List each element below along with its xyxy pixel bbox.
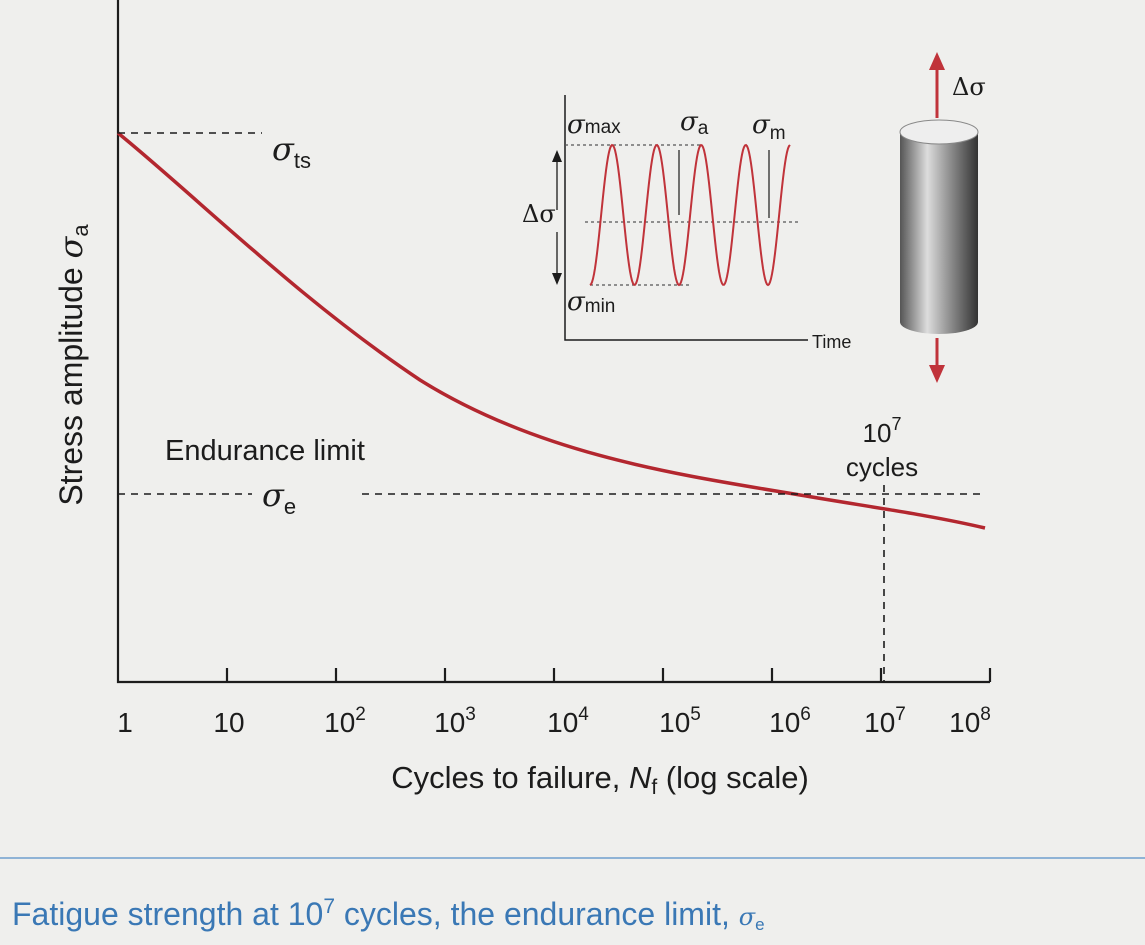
symbol: σ <box>752 110 771 140</box>
symbol: σ <box>262 476 285 514</box>
tick-exp: 8 <box>980 704 991 725</box>
cycles-word: cycles <box>846 452 918 482</box>
subscript: e <box>284 494 296 519</box>
tick-base: 10 <box>324 707 355 738</box>
tick-base: 10 <box>213 707 244 738</box>
tick-exp: 5 <box>690 704 701 725</box>
specimen-label: Δσ <box>952 73 986 101</box>
symbol: σ <box>567 110 586 140</box>
tick-exp: 2 <box>355 704 366 725</box>
exp: 7 <box>891 414 901 434</box>
tick-exp: 3 <box>465 704 476 725</box>
tick-base: 10 <box>434 707 465 738</box>
caption: Fatigue strength at 107 cycles, the endu… <box>12 895 765 934</box>
figure: Stress amplitude σa σts Endurance limit … <box>0 0 1145 945</box>
tick-base: 10 <box>659 707 690 738</box>
x-axis-title: Cycles to failure, Nf (log scale) <box>391 760 809 799</box>
tick-base: 10 <box>949 707 980 738</box>
cylinder-body <box>900 132 978 334</box>
caption-text: cycles, the endurance limit, <box>335 896 739 932</box>
tick-exp: 7 <box>895 704 906 725</box>
x-tick-label: 1 <box>117 707 133 738</box>
y-title-subscript: a <box>68 224 93 237</box>
tick-base: 10 <box>547 707 578 738</box>
symbol: σ <box>567 287 586 317</box>
x-tick-label: 10 <box>213 707 244 738</box>
symbol: σ <box>272 130 295 168</box>
tick-base: 1 <box>117 707 133 738</box>
symbol: σ <box>680 107 699 137</box>
caption-text: Fatigue strength at 10 <box>12 896 323 932</box>
caption-subscript: e <box>755 915 764 934</box>
subscript: m <box>770 123 786 144</box>
endurance-label: Endurance limit <box>165 435 365 467</box>
x-title-symbol: N <box>629 760 652 795</box>
caption-symbol: σ <box>739 903 756 931</box>
x-title-text: Cycles to failure, <box>391 760 629 795</box>
tick-base: 10 <box>769 707 800 738</box>
cylinder-top <box>900 120 978 144</box>
y-title-symbol: σ <box>52 235 90 258</box>
tick-exp: 4 <box>578 704 589 725</box>
time-label: Time <box>812 332 851 352</box>
tick-base: 10 <box>864 707 895 738</box>
x-title-text-end: (log scale) <box>657 760 809 795</box>
caption-exp: 7 <box>323 895 335 918</box>
base: 10 <box>863 418 892 448</box>
y-title-text: Stress amplitude <box>53 267 89 505</box>
subscript: min <box>585 296 616 317</box>
y-axis-title: Stress amplitude σa <box>52 224 93 506</box>
subscript: a <box>698 118 709 139</box>
tick-exp: 6 <box>800 704 811 725</box>
subscript: max <box>585 117 621 138</box>
subscript: ts <box>294 148 311 173</box>
delta-sigma: Δσ <box>522 200 556 228</box>
